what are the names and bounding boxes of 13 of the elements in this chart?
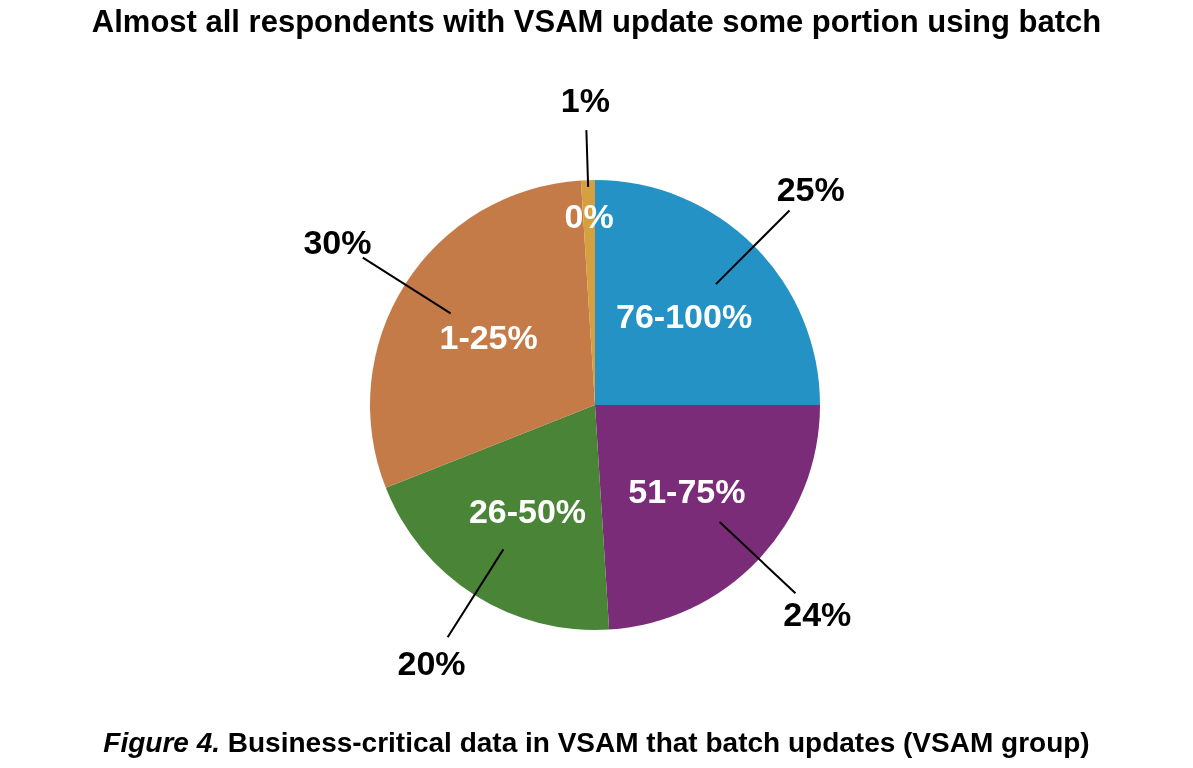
slice-label: 1-25%	[439, 318, 538, 357]
slice-label: 76-100%	[616, 296, 753, 335]
pie-slice	[385, 405, 610, 630]
slice-label: 26-50%	[468, 492, 587, 531]
data-label: 24%	[783, 594, 852, 633]
text: Business-critical data in VSAM that batch updates (VSAM group)	[220, 727, 1090, 758]
data-label: 30%	[303, 222, 372, 261]
data-label: 1%	[560, 81, 610, 120]
slice-label: 51-75%	[628, 472, 746, 511]
data-label: 20%	[397, 643, 466, 682]
caption: Figure 4.	[103, 727, 221, 758]
chart-title: Almost all respondents with VSAM update some portion using batch	[91, 4, 1102, 39]
data-label: 25%	[776, 170, 845, 209]
